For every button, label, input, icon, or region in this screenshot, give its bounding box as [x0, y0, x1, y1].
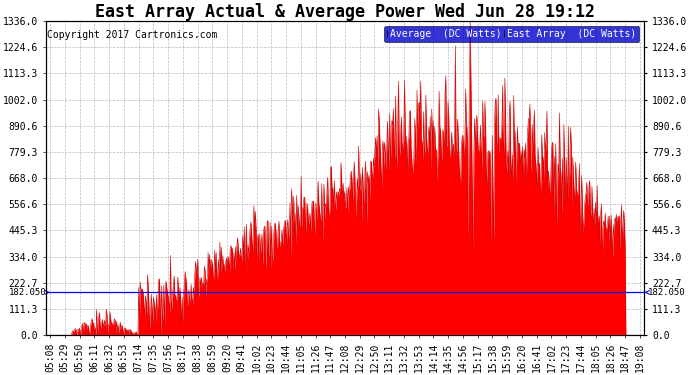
- Legend: Average  (DC Watts), East Array  (DC Watts): Average (DC Watts), East Array (DC Watts…: [384, 26, 640, 42]
- Text: 182.050: 182.050: [645, 288, 686, 297]
- Title: East Array Actual & Average Power Wed Jun 28 19:12: East Array Actual & Average Power Wed Ju…: [95, 3, 595, 21]
- Text: Copyright 2017 Cartronics.com: Copyright 2017 Cartronics.com: [47, 30, 217, 40]
- Text: 182.050: 182.050: [9, 288, 50, 297]
